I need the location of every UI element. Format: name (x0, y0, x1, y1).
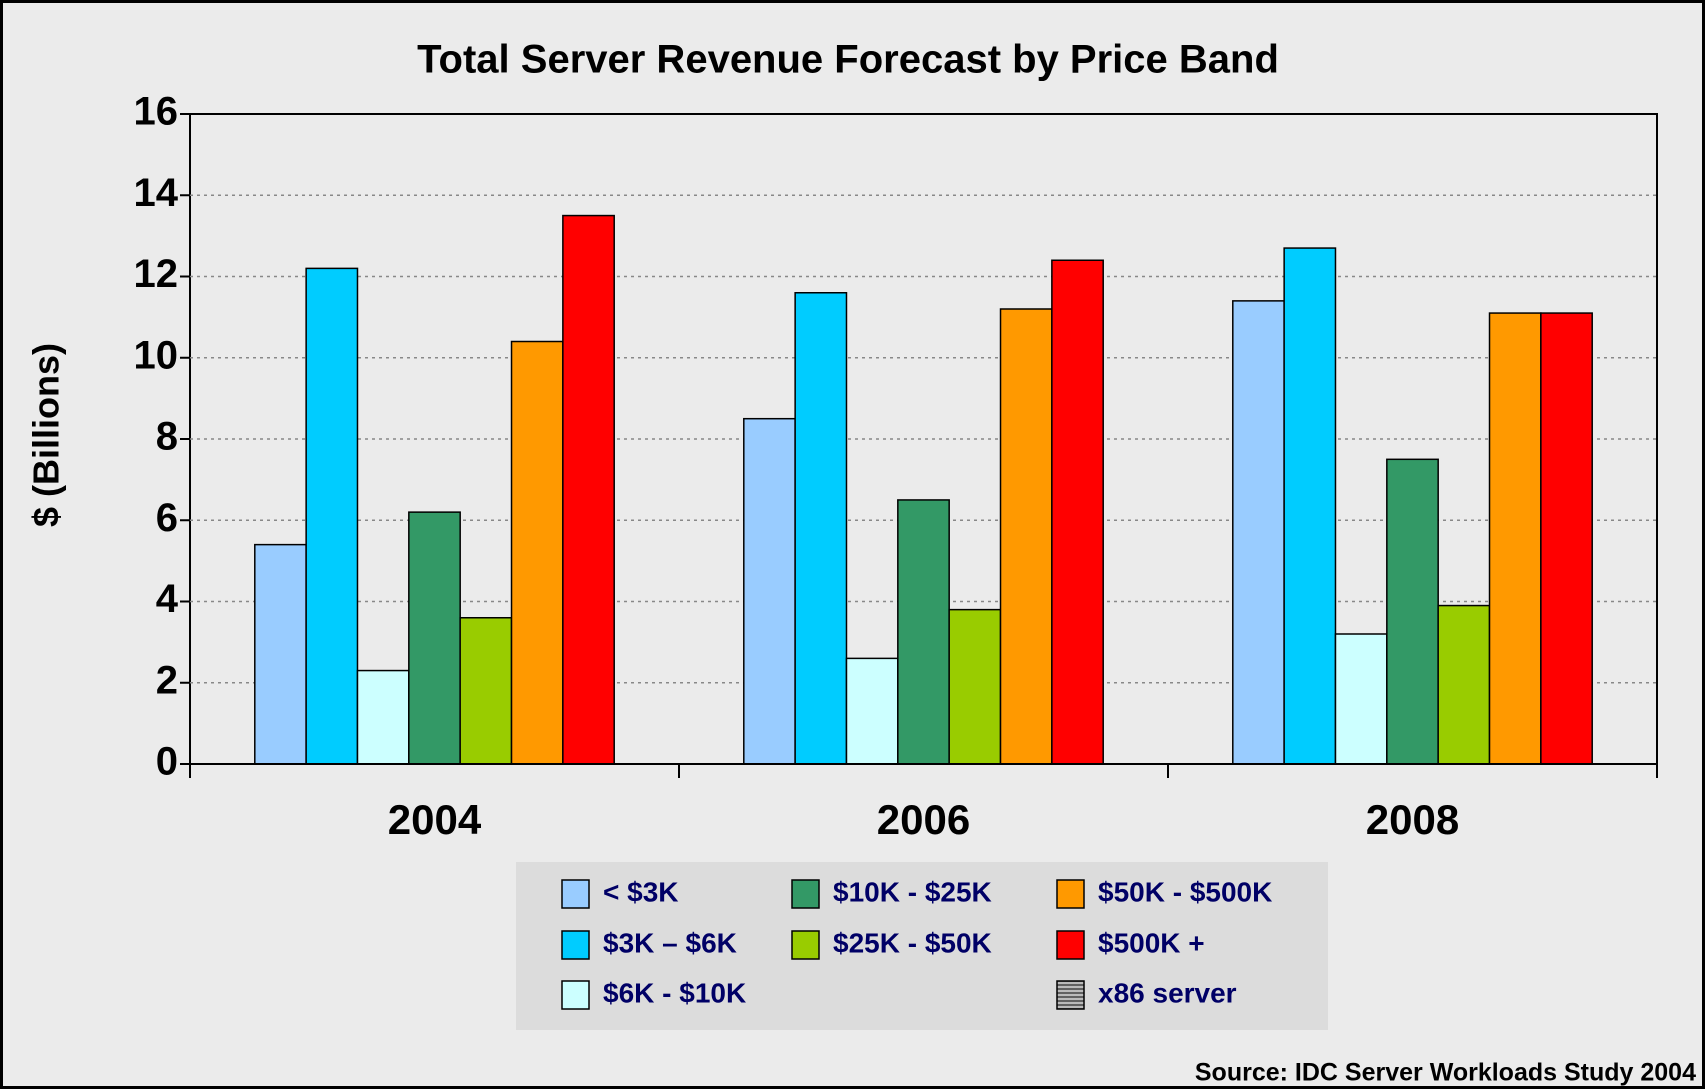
bar (897, 499, 950, 765)
bar (1283, 247, 1337, 765)
legend-swatch (561, 980, 590, 1010)
x-tick-label: 2008 (1366, 796, 1459, 843)
bar (948, 608, 1002, 765)
bar (254, 543, 307, 765)
x-tick-label: 2004 (388, 796, 482, 843)
y-tick-label: 12 (134, 252, 179, 296)
legend-label: $25K - $50K (833, 927, 992, 958)
bar (794, 292, 848, 765)
bar (845, 657, 899, 765)
bar (1540, 312, 1593, 765)
legend-label: < $3K (603, 876, 679, 907)
bar (1488, 312, 1542, 765)
bar (999, 308, 1053, 765)
chart-title: Total Server Revenue Forecast by Price B… (417, 38, 1279, 82)
bar (1232, 300, 1285, 765)
bar (1051, 259, 1104, 765)
legend-label: $10K - $25K (833, 876, 992, 907)
y-tick-label: 6 (156, 496, 178, 540)
legend-label: $500K + (1098, 927, 1205, 958)
y-tick-label: 2 (156, 658, 178, 702)
bar (1437, 604, 1491, 765)
source-note: Source: IDC Server Workloads Study 2004 (1195, 1059, 1696, 1087)
bar (356, 669, 410, 765)
y-tick-label: 16 (134, 90, 179, 134)
bar (1386, 458, 1439, 765)
legend-label: x86 server (1098, 977, 1237, 1008)
y-tick-label: 0 (156, 740, 178, 784)
legend-label: $6K - $10K (603, 977, 746, 1008)
legend-swatch (1056, 879, 1085, 909)
bar (1334, 633, 1388, 765)
legend-swatch (791, 879, 820, 909)
bar (459, 617, 513, 765)
legend-swatch (1056, 930, 1085, 960)
y-tick-label: 14 (134, 171, 179, 215)
bar (510, 340, 564, 765)
legend-swatch (561, 879, 590, 909)
y-axis-label: $ (Billions) (26, 343, 67, 527)
bar (562, 214, 615, 765)
legend-label: $50K - $500K (1098, 876, 1272, 907)
legend (516, 862, 1328, 1030)
y-tick-label: 4 (156, 577, 179, 621)
legend-swatch (791, 930, 820, 960)
bar (408, 511, 461, 765)
legend-swatch (561, 930, 590, 960)
y-tick-label: 8 (156, 415, 178, 459)
y-tick-label: 10 (134, 333, 179, 377)
bar (305, 267, 359, 765)
legend-swatch (1056, 980, 1085, 1010)
bar (743, 417, 796, 765)
x-tick-label: 2006 (877, 796, 970, 843)
legend-label: $3K – $6K (603, 927, 737, 958)
